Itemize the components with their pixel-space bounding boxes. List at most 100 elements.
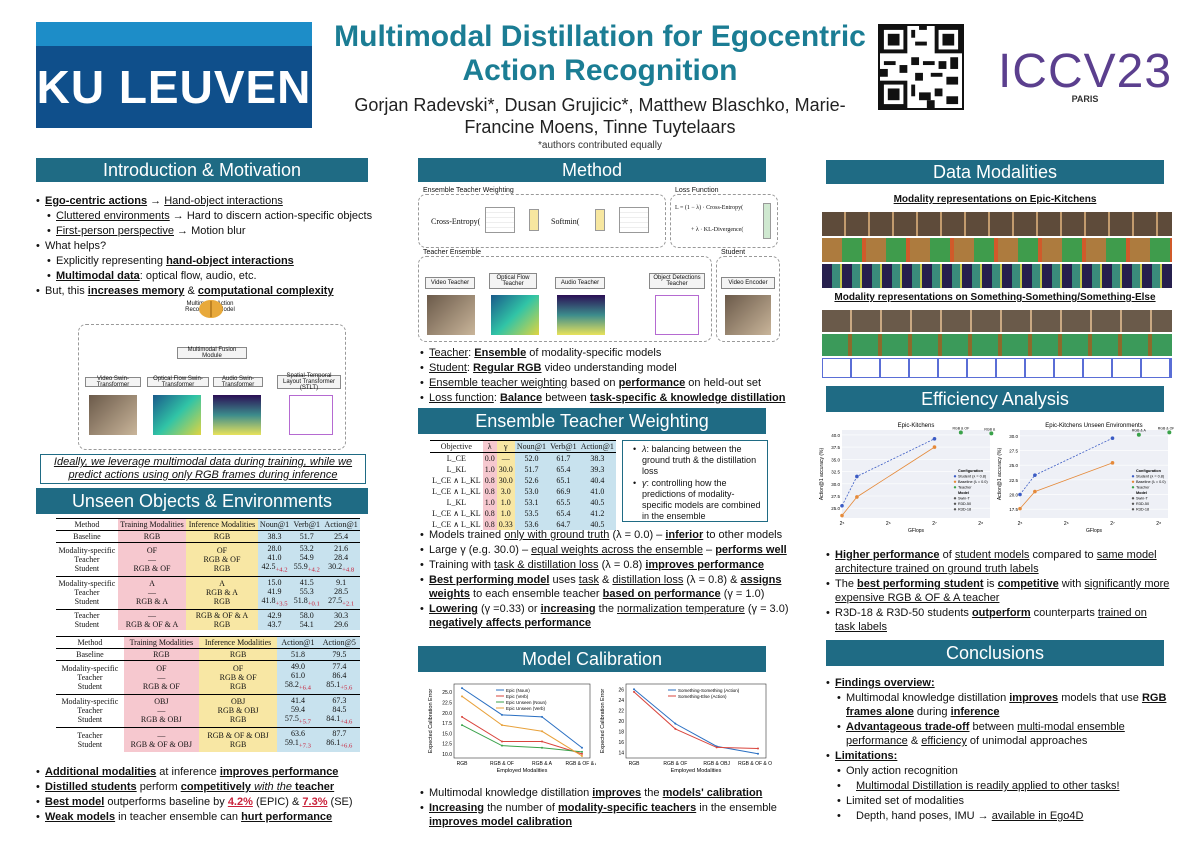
stlt-box: Spatial-Temporal Layout Transformer (STL… [277,373,341,391]
student-point [840,503,844,508]
y-tick-label: 27.5 [1009,449,1018,454]
x-tick-label: RGB [629,761,641,767]
table-value: Teacher [77,706,103,716]
legend-marker [1131,508,1135,511]
method-bullets: Teacher: Ensemble of modality-specific m… [420,346,790,406]
table-cell: 0.8 [482,486,497,497]
table-header: Method [56,636,124,649]
plot-area [625,683,767,759]
teacher-label: RGB & A [1132,429,1147,433]
table-cell: RGB [123,648,199,661]
intro-bullet: Multimodal data: optical flow, audio, et… [36,269,376,283]
optical-flow-image [822,238,1172,262]
table-value: Modality-specific [61,663,119,673]
legend-marker [1131,497,1135,500]
table-cell: L_CE ∧ L_KL [432,520,481,529]
teacher-ensemble-label: Teacher Ensemble [423,249,481,256]
table-cell: 1.0 [496,497,515,508]
table-value: RGB & OF [133,563,171,573]
table-header: Verb@1 [548,440,579,453]
table-header: Objective [430,440,483,453]
data-point [581,754,583,757]
etw-bullet: Large γ (e.g. 30.0) – equal weights acro… [420,543,790,557]
qr-code-icon[interactable] [878,24,964,110]
legend-marker [953,497,957,500]
data-point [501,744,503,747]
table-value: RGB [213,597,231,607]
table-value: RGB & OF [203,554,241,564]
table-cell: RGB [117,530,187,543]
rgb-frames-image [822,310,1172,332]
table-value: 58.0 [299,611,314,621]
table-value: 29.6 [334,620,349,630]
legend-entry: Model [958,491,969,495]
delta-value: +4.2 [275,566,288,574]
table-cell: 40.5 [578,497,616,508]
fusion-module: Multimodal Fusion Module [177,347,247,359]
teacher-point [1136,432,1141,437]
etw-bullets: Models trained only with ground truth (λ… [420,528,790,631]
calibration-chart-se: 14 16 18 20 22 24 26 RGB RGB & OF RGB & OBJ RGB & … [600,683,772,774]
x-axis-label: GFlops [908,528,925,534]
formula-loss: L = (1 − λ) · Cross-Entropy( [675,205,744,211]
table-value: Modality-specific [61,697,119,707]
table-cell: Teacher Student [56,609,118,631]
y-tick-label: 20 [618,719,624,725]
table-cell: A — RGB & A [117,575,187,610]
table-value: Modality-specific [58,545,116,555]
legend-entry: Epic (Noun) [506,688,530,693]
unseen-header: Unseen Objects & Environments [36,488,368,514]
y-tick-label: 37.5 [831,445,840,450]
optical-flow-image [491,295,539,335]
table-value: 86.4 [332,671,347,680]
audio-spectrogram-image [822,264,1172,288]
table-header: Action@1 [322,518,360,531]
table-value: RGB & A [135,597,168,607]
y-tick-label: 18 [618,730,624,736]
table-cell: 65.4 [548,508,579,519]
y-tick-label: 24 [618,698,624,704]
table-cell: 1.0 [496,508,515,519]
table-cell: OF — RGB & OF [123,660,199,695]
rgb-frames-image [427,295,475,335]
intro-bullet: What helps? [36,239,376,253]
etw-diagram-label: Ensemble Teacher Weighting [423,187,514,194]
table-value: 61.0 [290,671,305,680]
y-tick-label: 32.5 [831,470,840,475]
table-cell: 67.3 84.5 84.1+4.6 [318,693,360,728]
method-header: Method [418,158,766,182]
table-cell: 25.4 [322,530,360,543]
data-point [501,724,503,727]
table-value: A [149,579,155,589]
table-row: Modality-specific Teacher Student A — RGB & A… [56,575,360,610]
table-value: 58.2+6.4 [284,680,311,692]
legend-marker [953,502,957,505]
chart-title: Epic-Kitchens Unseen Environments [1045,423,1142,429]
table-row: L_KL 1.0 30.0 51.7 65.4 39.3 [430,464,616,475]
y-tick-label: 35.0 [831,457,840,462]
efficiency-chart-epic: Epic-Kitchens 25.0 27.5 30.0 32.5 35.0 37.5 40.… [819,423,996,534]
table-value: 55.9+4.2 [293,562,320,574]
table-value: RGB & OF & A [195,611,249,621]
etw-note-item: λ: balancing between the ground truth & … [633,444,761,477]
table-cell: 41.5 55.3 51.8+0.1 [291,575,323,610]
table-value: 53.2 [299,544,314,553]
legend-entry: Baseline (λ = 0.0) [1136,480,1166,484]
table-value: Teacher [74,611,100,621]
matrix-icon [485,207,515,233]
table-value: RGB & OF & OBJ [207,730,269,740]
delta-value: +4.8 [342,566,355,574]
authors: Gorjan Radevski*, Dusan Grujicic*, Matth… [354,95,846,137]
legend-entry: Epic Unseen (Noun) [506,700,547,705]
table-cell: 51.8 [277,648,319,661]
table-value: — [157,672,166,682]
table-cell: 66.9 [548,486,579,497]
data-point [581,752,583,755]
table-value: 59.1+7.3 [284,738,311,750]
y-tick-label: 30.0 [1009,434,1018,439]
table-value: — [148,588,156,598]
table-cell: 39.3 [578,464,616,475]
table-value: RGB & OF [219,672,257,682]
y-tick-label: 12.5 [442,742,452,748]
efficiency-bullets: Higher performance of student models com… [826,548,1170,635]
